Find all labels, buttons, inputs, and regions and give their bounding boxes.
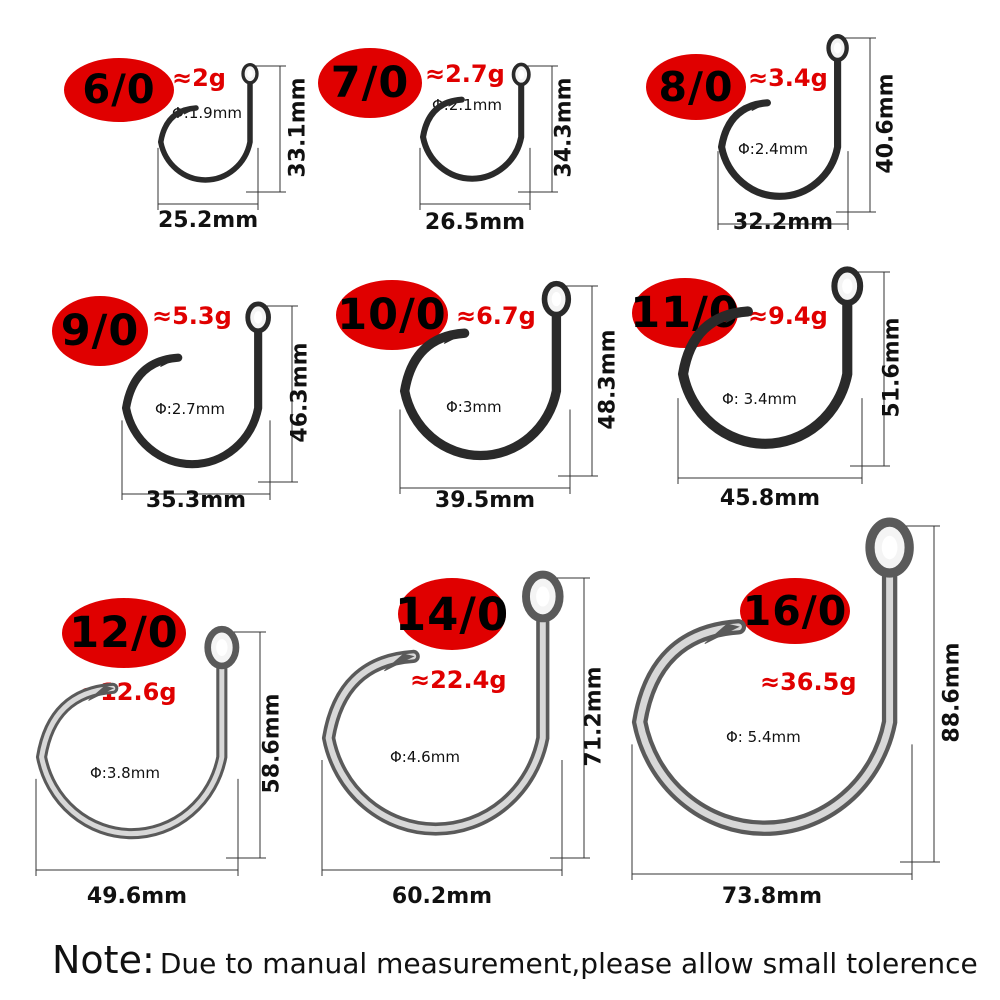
- hook-barb: [704, 623, 740, 645]
- wire-diameter-label: Φ:2.7mm: [155, 400, 225, 418]
- width-label: 45.8mm: [719, 486, 821, 511]
- size-badge: 7/0: [318, 48, 422, 118]
- hook-highlight: [325, 611, 546, 833]
- size-badge: 12/0: [62, 598, 186, 668]
- hook-barb: [751, 100, 769, 112]
- dimension-lines: [321, 577, 590, 876]
- size-badge: 16/0: [740, 578, 850, 644]
- width-label: 39.5mm: [434, 488, 536, 513]
- hook-barb: [183, 106, 198, 115]
- width-label: 32.2mm: [732, 210, 834, 235]
- dimension-lines: [631, 525, 940, 880]
- weight-label: ≈9.4g: [748, 302, 828, 330]
- wire-diameter-label: Φ: 3.4mm: [722, 390, 797, 408]
- hook-body: [419, 79, 525, 182]
- hook-barb: [88, 685, 115, 701]
- wire-diameter-label: Φ: 5.4mm: [726, 728, 801, 746]
- dimension-lines: [717, 37, 876, 230]
- dimension-lines: [677, 271, 890, 484]
- note-text: Due to manual measurement,please allow s…: [159, 947, 978, 980]
- hook-body: [677, 295, 853, 449]
- wire-diameter-label: Φ:3.8mm: [90, 764, 160, 782]
- hook-barb: [725, 309, 750, 323]
- weight-label: ≈36.5g: [760, 668, 857, 696]
- weight-label: ≈2.7g: [425, 60, 505, 88]
- weight-label: ≈6.7g: [456, 302, 536, 330]
- hook-body: [121, 324, 263, 469]
- weight-label: ≈22.4g: [410, 666, 507, 694]
- hook-barb: [384, 653, 415, 672]
- hook-barb: [448, 97, 464, 107]
- note: Note: Due to manual measurement,please a…: [52, 938, 978, 982]
- hook-body: [157, 78, 253, 183]
- weight-label: ≈2g: [172, 64, 226, 92]
- hook-highlight: [636, 565, 894, 832]
- width-label: 60.2mm: [391, 884, 493, 909]
- hook-body: [399, 307, 562, 461]
- size-badge: 9/0: [52, 296, 148, 366]
- size-badge: 10/0: [336, 280, 448, 350]
- width-label: 35.3mm: [145, 488, 247, 513]
- wire-diameter-label: Φ:2.4mm: [738, 140, 808, 158]
- wire-diameter-label: Φ:4.6mm: [390, 748, 460, 766]
- dimension-lines: [121, 305, 298, 500]
- hook-body: [717, 54, 842, 200]
- width-label: 73.8mm: [721, 884, 823, 909]
- width-label: 25.2mm: [158, 208, 259, 233]
- width-label: 49.6mm: [86, 884, 188, 909]
- hook-barb: [160, 355, 180, 368]
- wire-diameter-label: Φ:3mm: [446, 398, 502, 416]
- width-label: 26.5mm: [424, 210, 526, 235]
- weight-label: ≈5.3g: [152, 302, 232, 330]
- note-title: Note:: [52, 938, 155, 982]
- hook-barb: [443, 330, 467, 344]
- size-badge: 6/0: [64, 58, 174, 122]
- size-badge: 8/0: [646, 54, 746, 120]
- size-badge: 14/0: [395, 578, 508, 650]
- hook-highlight: [39, 660, 225, 837]
- weight-label: ≈3.4g: [748, 64, 828, 92]
- height-label: 88.6mm: [939, 642, 965, 743]
